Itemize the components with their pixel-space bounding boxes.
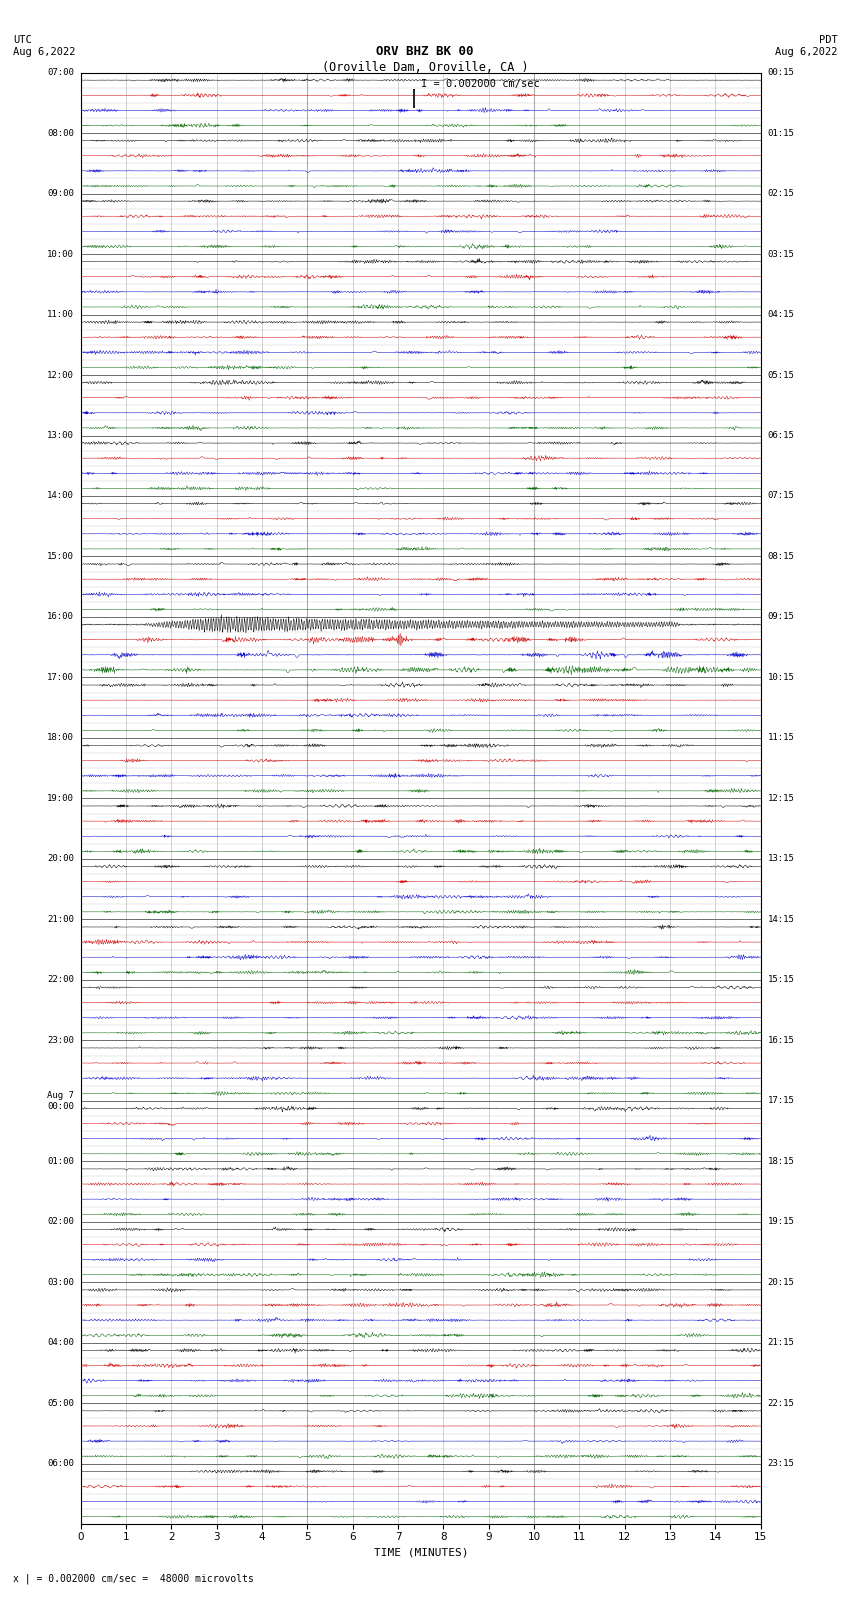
Text: 14:15: 14:15	[768, 915, 795, 924]
Text: 04:15: 04:15	[768, 310, 795, 319]
Text: 20:00: 20:00	[47, 855, 74, 863]
Text: I = 0.002000 cm/sec: I = 0.002000 cm/sec	[421, 79, 540, 89]
Text: 17:00: 17:00	[47, 673, 74, 682]
Text: 19:00: 19:00	[47, 794, 74, 803]
Text: 04:00: 04:00	[47, 1339, 74, 1347]
Text: 21:00: 21:00	[47, 915, 74, 924]
Text: 06:15: 06:15	[768, 431, 795, 440]
Text: 11:15: 11:15	[768, 734, 795, 742]
Text: 10:15: 10:15	[768, 673, 795, 682]
Text: 09:00: 09:00	[47, 189, 74, 198]
Text: Aug 7
00:00: Aug 7 00:00	[47, 1090, 74, 1111]
Text: PDT
Aug 6,2022: PDT Aug 6,2022	[774, 35, 837, 56]
Text: 19:15: 19:15	[768, 1218, 795, 1226]
Text: 10:00: 10:00	[47, 250, 74, 258]
Text: 02:00: 02:00	[47, 1218, 74, 1226]
Text: x | = 0.002000 cm/sec =  48000 microvolts: x | = 0.002000 cm/sec = 48000 microvolts	[13, 1573, 253, 1584]
Text: 11:00: 11:00	[47, 310, 74, 319]
Text: 07:00: 07:00	[47, 68, 74, 77]
Text: 03:15: 03:15	[768, 250, 795, 258]
Text: 12:00: 12:00	[47, 371, 74, 379]
Text: 02:15: 02:15	[768, 189, 795, 198]
Text: 03:00: 03:00	[47, 1277, 74, 1287]
Text: 15:00: 15:00	[47, 552, 74, 561]
Text: 22:15: 22:15	[768, 1398, 795, 1408]
Text: 17:15: 17:15	[768, 1097, 795, 1105]
Text: 05:00: 05:00	[47, 1398, 74, 1408]
Text: 16:15: 16:15	[768, 1036, 795, 1045]
Text: ORV BHZ BK 00: ORV BHZ BK 00	[377, 45, 473, 58]
Text: 13:15: 13:15	[768, 855, 795, 863]
Text: 01:15: 01:15	[768, 129, 795, 137]
Text: 01:00: 01:00	[47, 1157, 74, 1166]
Text: 16:00: 16:00	[47, 613, 74, 621]
Text: 00:15: 00:15	[768, 68, 795, 77]
Text: 06:00: 06:00	[47, 1460, 74, 1468]
Text: 12:15: 12:15	[768, 794, 795, 803]
Text: 21:15: 21:15	[768, 1339, 795, 1347]
Text: 22:00: 22:00	[47, 976, 74, 984]
Text: 07:15: 07:15	[768, 492, 795, 500]
Text: 08:15: 08:15	[768, 552, 795, 561]
Text: 23:00: 23:00	[47, 1036, 74, 1045]
X-axis label: TIME (MINUTES): TIME (MINUTES)	[373, 1547, 468, 1558]
Text: 20:15: 20:15	[768, 1277, 795, 1287]
Text: (Oroville Dam, Oroville, CA ): (Oroville Dam, Oroville, CA )	[321, 61, 529, 74]
Text: 09:15: 09:15	[768, 613, 795, 621]
Text: 08:00: 08:00	[47, 129, 74, 137]
Text: 23:15: 23:15	[768, 1460, 795, 1468]
Text: 14:00: 14:00	[47, 492, 74, 500]
Text: 15:15: 15:15	[768, 976, 795, 984]
Text: 18:15: 18:15	[768, 1157, 795, 1166]
Text: 13:00: 13:00	[47, 431, 74, 440]
Text: 05:15: 05:15	[768, 371, 795, 379]
Text: UTC
Aug 6,2022: UTC Aug 6,2022	[13, 35, 76, 56]
Text: 18:00: 18:00	[47, 734, 74, 742]
